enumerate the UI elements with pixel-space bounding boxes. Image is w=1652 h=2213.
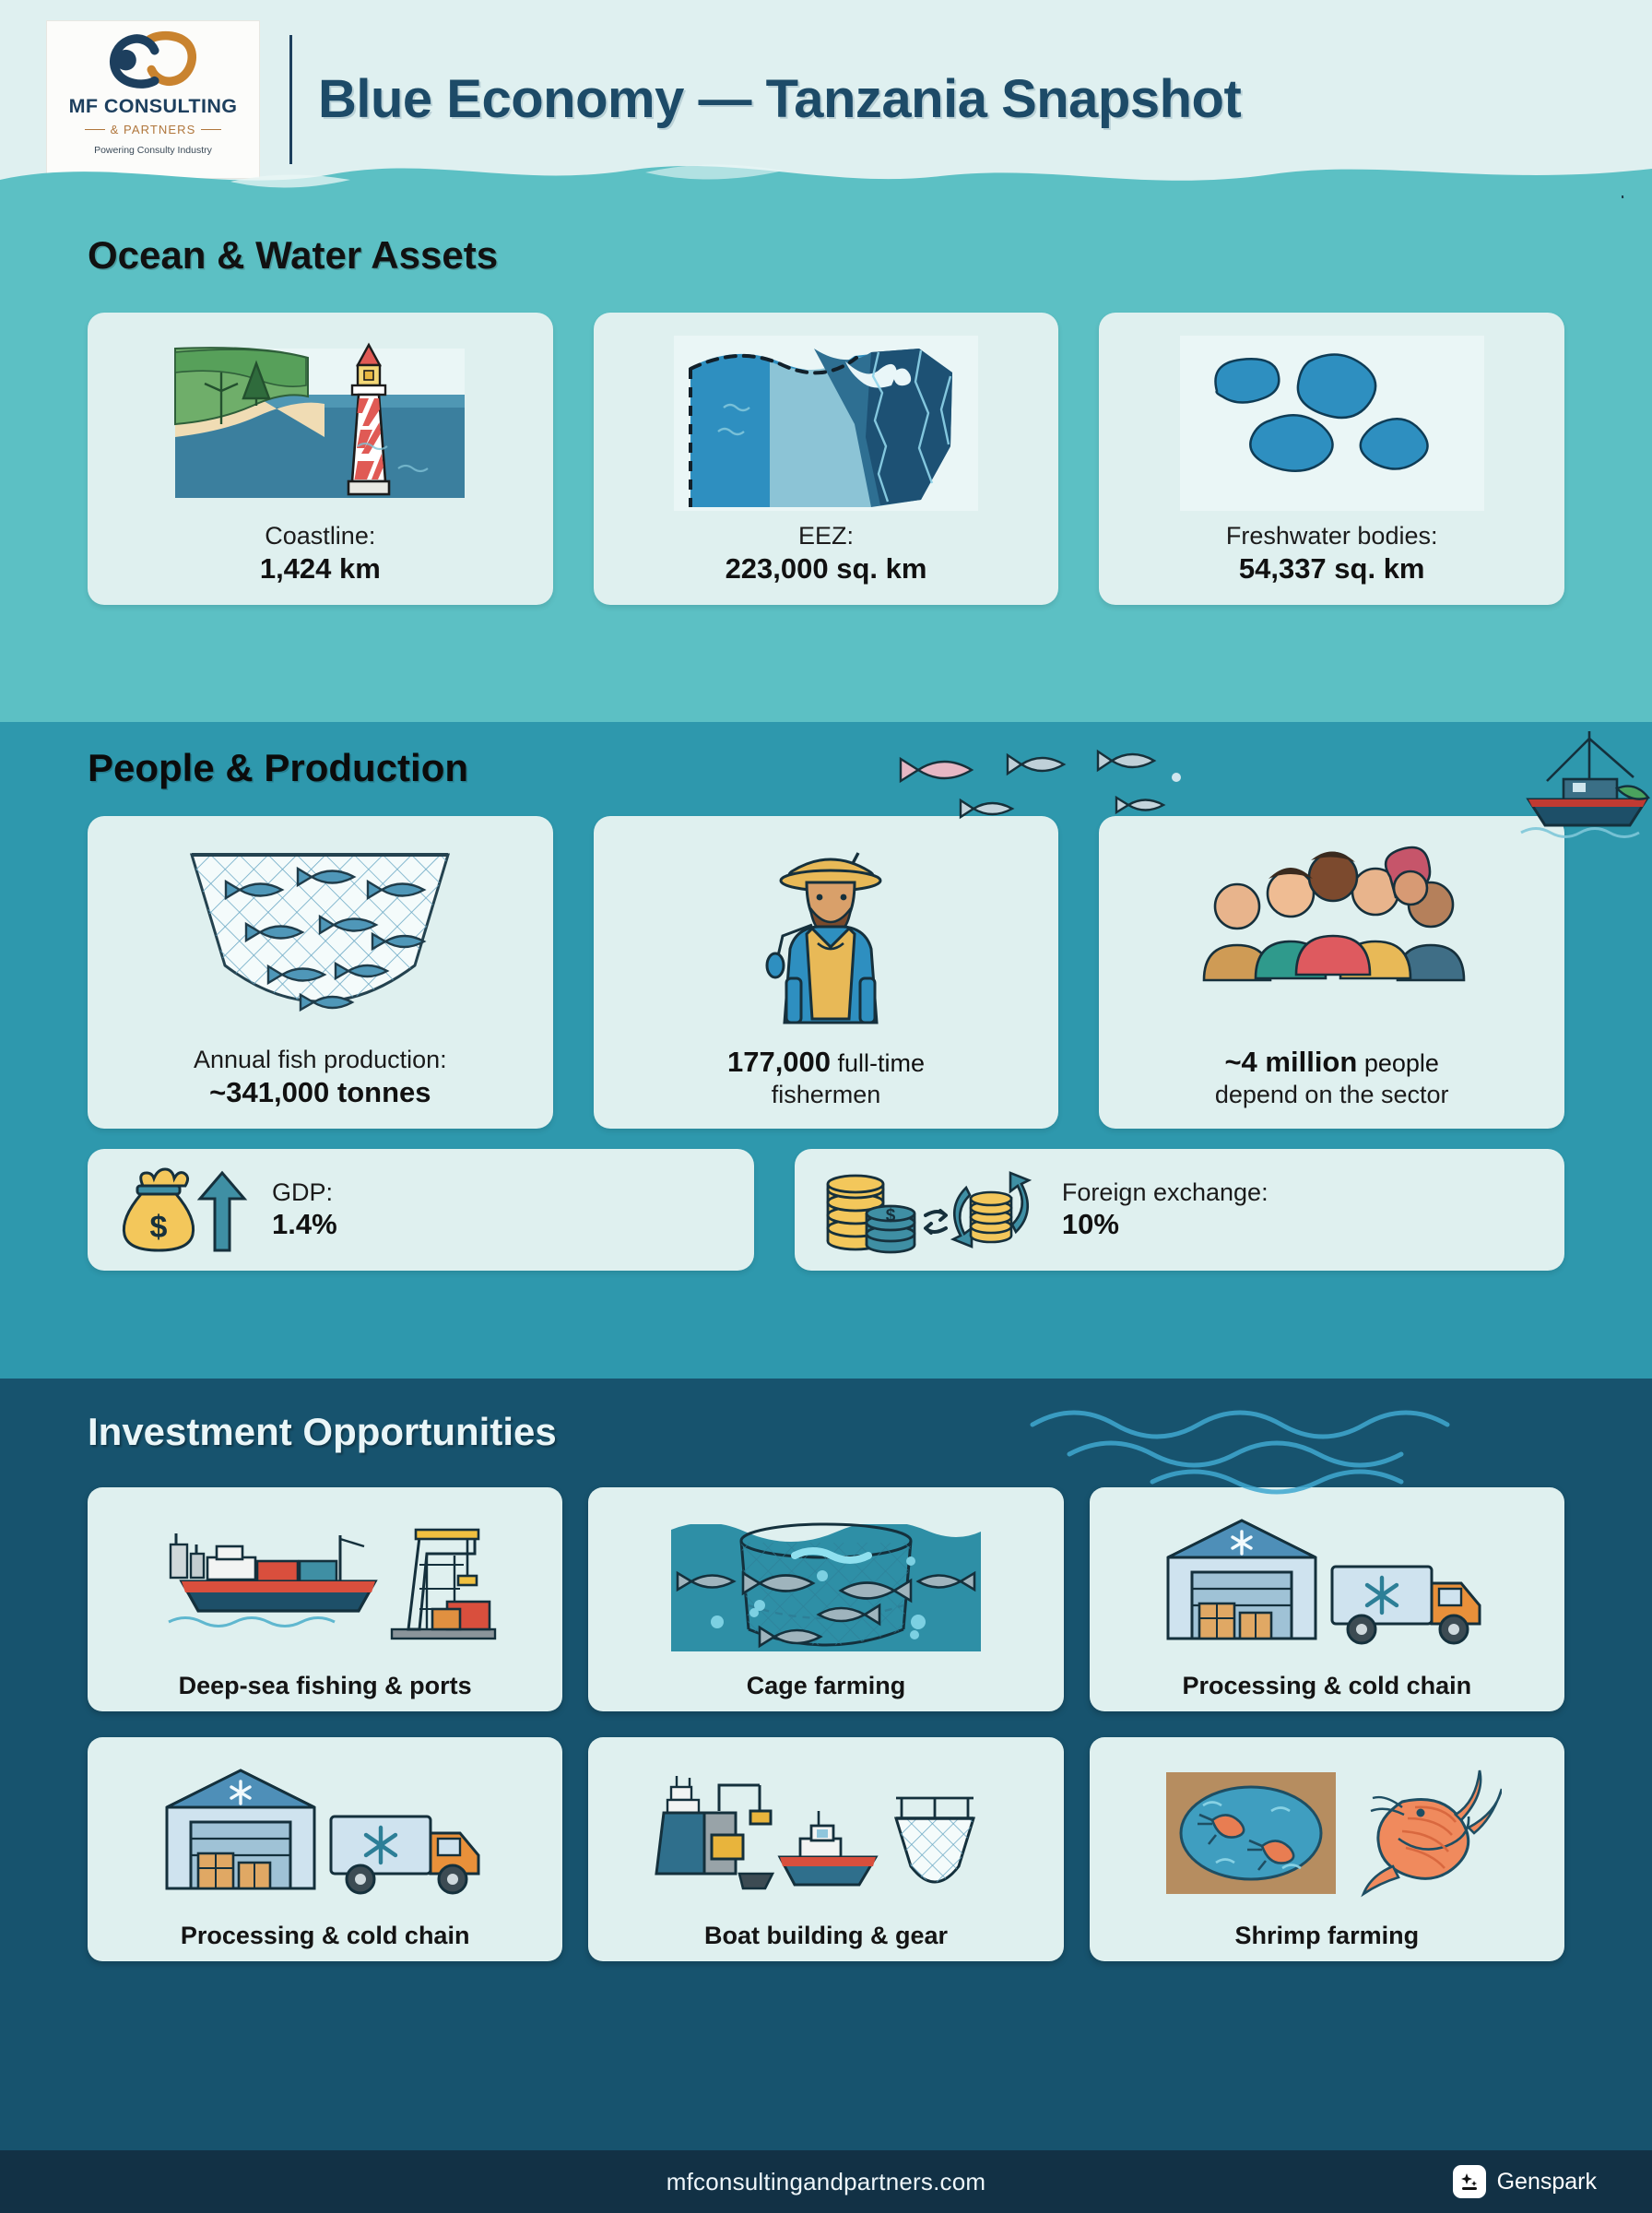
tanzania-eez-map-icon — [607, 333, 1046, 514]
card-freshwater: Freshwater bodies: 54,337 sq. km — [1099, 313, 1565, 605]
wave-divider-icon — [0, 164, 1652, 211]
card-eez: EEZ: 223,000 sq. km — [593, 313, 1059, 605]
card-coastline: Coastline: 1,424 km — [88, 313, 553, 605]
invest-card-cage-farming: Cage farming — [588, 1487, 1064, 1711]
lakes-freshwater-icon — [1112, 333, 1552, 514]
cargo-ship-port-crane-icon — [99, 1500, 551, 1666]
invest-card-boat-building: Boat building & gear — [588, 1737, 1064, 1961]
logo-company-name: MF CONSULTING — [68, 94, 238, 117]
card-eez-label: EEZ: — [798, 522, 855, 550]
page-title: Blue Economy — Tanzania Snapshot — [318, 69, 1242, 129]
invest-card-processing-cold-chain-1-label: Processing & cold chain — [1182, 1672, 1472, 1699]
invest-card-shrimp-farming-label: Shrimp farming — [1234, 1922, 1420, 1949]
section2-stats: $ GDP: 1.4% — [0, 1129, 1652, 1271]
card-freshwater-value: 54,337 sq. km — [1238, 551, 1425, 585]
header-divider — [289, 34, 292, 164]
stat-forex-text: Foreign exchange: 10% — [1062, 1178, 1268, 1242]
logo-subtitle: & PARTNERS — [84, 123, 222, 136]
card-fishermen-line2: fishermen — [771, 1080, 881, 1108]
header: MF CONSULTING & PARTNERS Powering Consul… — [0, 0, 1652, 198]
invest-card-processing-cold-chain-1: Processing & cold chain — [1089, 1487, 1564, 1711]
card-fish-production: Annual fish production: ~341,000 tonnes — [88, 816, 553, 1129]
currency-exchange-coins-icon: $ — [819, 1164, 1040, 1256]
cold-storage-truck-icon — [1101, 1500, 1553, 1666]
stat-gdp: $ GDP: 1.4% — [88, 1148, 754, 1271]
logo-tagline: Powering Consulty Industry — [94, 144, 212, 156]
card-freshwater-label: Freshwater bodies: — [1225, 522, 1438, 550]
section2-heading: People & Production — [88, 746, 469, 789]
svg-text:$: $ — [150, 1210, 168, 1245]
card-dependents-caption: ~4 million people depend on the sector — [1215, 1045, 1449, 1110]
footer-url[interactable]: mfconsultingandpartners.com — [666, 2167, 986, 2195]
invest-card-processing-cold-chain-2: Processing & cold chain — [88, 1737, 563, 1961]
stat-gdp-label: GDP: — [272, 1178, 334, 1206]
invest-card-deep-sea-ports: Deep-sea fishing & ports — [88, 1487, 563, 1711]
card-fishermen-value: 177,000 full-time — [726, 1046, 926, 1078]
svg-text:$: $ — [886, 1206, 896, 1225]
card-coastline-label: Coastline: — [265, 522, 376, 550]
section-people-production: People & Production — [0, 722, 1652, 1379]
card-coastline-caption: Coastline: 1,424 km — [260, 521, 381, 586]
card-dependents-value: ~4 million people — [1224, 1046, 1439, 1078]
card-fish-production-label: Annual fish production: — [193, 1046, 447, 1073]
section2-cards: Annual fish production: ~341,000 tonnes — [0, 790, 1652, 1129]
stat-gdp-value: 1.4% — [272, 1208, 337, 1241]
genspark-sparkle-icon — [1452, 2165, 1486, 2198]
group-of-people-icon — [1112, 836, 1552, 1037]
fishing-net-with-fish-icon — [100, 836, 540, 1037]
invest-card-cage-farming-label: Cage farming — [746, 1672, 906, 1699]
card-fish-production-caption: Annual fish production: ~341,000 tonnes — [194, 1045, 447, 1110]
section1-heading: Ocean & Water Assets — [88, 233, 499, 277]
card-eez-value: 223,000 sq. km — [725, 551, 927, 585]
section1-cards: Coastline: 1,424 km — [0, 278, 1652, 605]
money-bag-up-arrow-icon: $ — [112, 1164, 250, 1256]
investment-row-1: Deep-sea fishing & ports — [88, 1487, 1564, 1711]
investment-grid: Deep-sea fishing & ports — [0, 1454, 1652, 1961]
footer: mfconsultingandpartners.com Genspark — [0, 2150, 1652, 2213]
shrimp-farming-icon — [1101, 1750, 1553, 1916]
card-dependents: ~4 million people depend on the sector — [1099, 816, 1565, 1129]
card-dependents-line2: depend on the sector — [1214, 1080, 1449, 1108]
fish-cage-farm-icon — [599, 1502, 1052, 1664]
section-ocean-water-assets: Ocean & Water Assets — [0, 164, 1652, 722]
card-fishermen: 177,000 full-time fishermen — [593, 816, 1059, 1129]
card-coastline-value: 1,424 km — [259, 551, 381, 585]
section-investment-opportunities: Investment Opportunities — [0, 1379, 1652, 2151]
invest-card-boat-building-label: Boat building & gear — [703, 1922, 948, 1949]
coastline-lighthouse-icon — [100, 333, 540, 514]
cold-storage-truck-icon — [99, 1750, 551, 1916]
invest-card-deep-sea-ports-label: Deep-sea fishing & ports — [178, 1672, 472, 1699]
invest-card-processing-cold-chain-2-label: Processing & cold chain — [180, 1922, 470, 1949]
stat-forex-label: Foreign exchange: — [1061, 1178, 1268, 1206]
invest-card-shrimp-farming: Shrimp farming — [1089, 1737, 1564, 1961]
investment-row-2: Processing & cold chain — [88, 1737, 1564, 1961]
boat-building-gear-icon — [599, 1750, 1052, 1916]
card-fish-production-value: ~341,000 tonnes — [209, 1075, 431, 1108]
section3-heading: Investment Opportunities — [88, 1410, 557, 1453]
genspark-label: Genspark — [1496, 2168, 1597, 2195]
logo: MF CONSULTING & PARTNERS Powering Consul… — [46, 19, 260, 179]
stat-forex: $ Foreign exchange: — [794, 1148, 1564, 1271]
genspark-brand: Genspark — [1452, 2165, 1597, 2198]
card-eez-caption: EEZ: 223,000 sq. km — [726, 521, 927, 586]
card-fishermen-caption: 177,000 full-time fishermen — [727, 1045, 925, 1110]
stat-gdp-text: GDP: 1.4% — [272, 1178, 337, 1242]
fisherman-icon — [607, 836, 1046, 1037]
card-freshwater-caption: Freshwater bodies: 54,337 sq. km — [1226, 521, 1438, 586]
stat-forex-value: 10% — [1061, 1208, 1119, 1241]
logo-mark-icon — [109, 30, 197, 89]
